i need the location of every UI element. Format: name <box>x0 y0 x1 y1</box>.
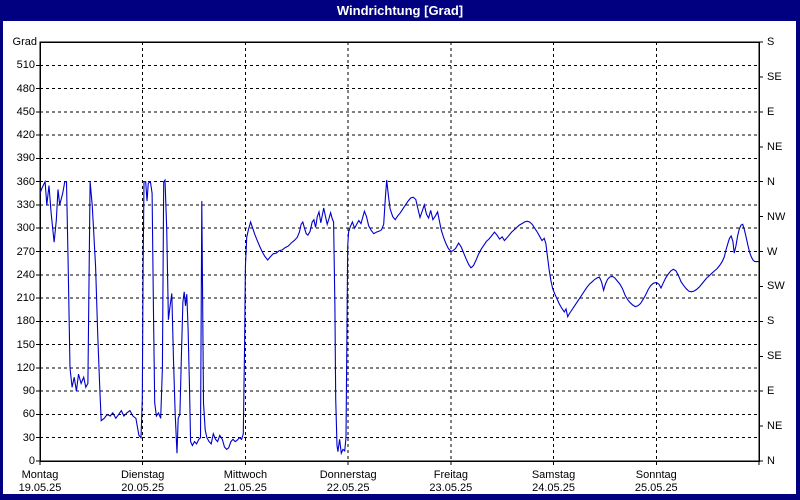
wind-direction-line <box>39 178 759 456</box>
right-axis-compass-label: N <box>767 175 775 188</box>
right-axis-compass-label: NE <box>767 420 783 433</box>
x-axis-day-label: Samstag <box>531 469 576 481</box>
x-axis-day-label: Mittwoch <box>223 469 268 481</box>
y-axis-tick-label: 270 <box>16 245 35 258</box>
right-axis-compass-label: NE <box>767 140 783 153</box>
y-axis-tick-label: 90 <box>22 385 35 398</box>
x-axis-date-label: 21.05.25 <box>224 482 267 494</box>
y-axis-tick-label: 360 <box>16 175 35 188</box>
y-axis-title: Grad <box>12 36 37 48</box>
y-axis-tick-label: 30 <box>22 431 35 444</box>
x-axis-date-label: 25.05.25 <box>634 482 678 494</box>
right-axis-compass-label: S <box>767 36 775 48</box>
y-axis-tick-label: 300 <box>16 222 35 235</box>
y-axis-tick-label: 330 <box>16 198 35 211</box>
plot-frame <box>39 41 760 462</box>
x-axis-date-label: 22.05.25 <box>326 482 370 494</box>
y-axis-tick-label: 510 <box>16 59 35 72</box>
x-axis-date-label: 23.05.25 <box>429 482 473 494</box>
title-bar: Windrichtung [Grad] <box>0 0 800 21</box>
x-axis-day-label: Montag <box>21 469 59 481</box>
right-axis-compass-label: SE <box>767 70 782 83</box>
x-axis-date-label: 20.05.25 <box>121 482 165 494</box>
x-axis-date-label: 19.05.25 <box>18 482 62 494</box>
y-axis-tick-label: 240 <box>16 268 35 281</box>
right-axis-compass-label: NW <box>767 210 786 223</box>
right-axis-compass-label: S <box>767 315 775 328</box>
right-axis-compass-label: W <box>767 245 778 258</box>
right-axis-compass-label: SE <box>767 350 782 363</box>
x-axis-day-label: Dienstag <box>120 469 165 481</box>
y-axis-tick-label: 210 <box>16 292 35 305</box>
x-axis-date-label: 24.05.25 <box>532 482 575 494</box>
y-axis-tick-label: 180 <box>16 315 35 328</box>
y-axis-tick-label: 60 <box>22 408 35 421</box>
y-axis-tick-label: 450 <box>16 105 35 118</box>
window-title: Windrichtung [Grad] <box>336 3 464 18</box>
y-axis-tick-label: 480 <box>16 82 35 95</box>
x-axis-day-label: Sonntag <box>635 469 677 481</box>
right-axis-compass-label: N <box>767 455 775 467</box>
right-axis-compass-label: E <box>767 105 775 118</box>
x-axis-day-label: Donnerstag <box>319 469 377 481</box>
x-axis-day-label: Freitag <box>433 469 468 481</box>
right-axis-compass-label: SW <box>767 280 785 293</box>
y-axis-tick-label: 420 <box>16 129 35 142</box>
y-axis-tick-label: 120 <box>16 361 35 374</box>
right-axis-compass-label: E <box>767 385 775 398</box>
y-axis-tick-label: 390 <box>16 152 35 165</box>
y-axis-tick-label: 0 <box>28 455 35 467</box>
chart-surface: Grad 0 30 60 90 120 150 180 210 240 270 300 330 360 39… <box>3 21 796 494</box>
y-axis-tick-label: 150 <box>16 338 35 351</box>
chart-plot-area <box>36 41 763 465</box>
